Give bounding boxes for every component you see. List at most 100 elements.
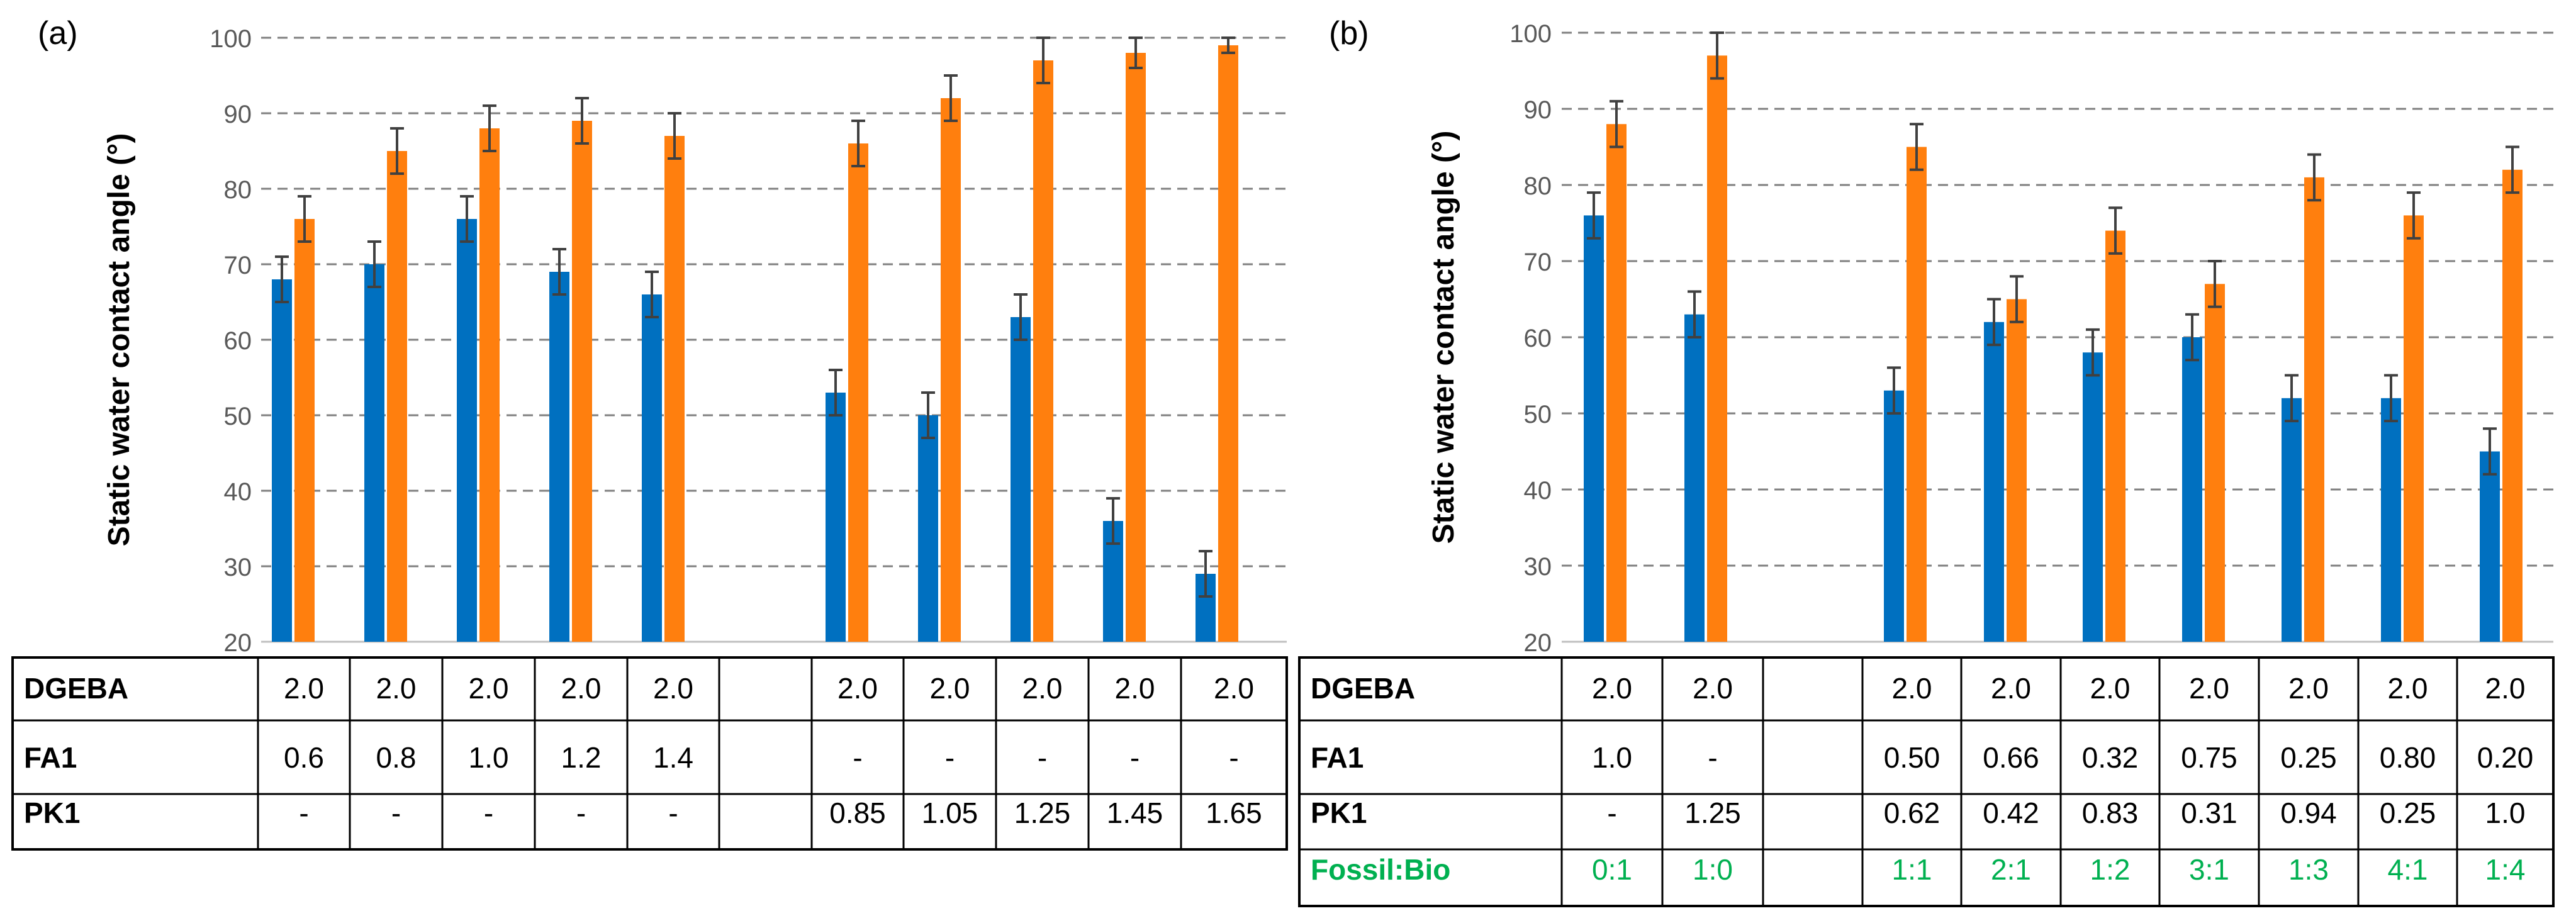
table-cell: 2.0 — [1991, 672, 2031, 705]
bar-orange — [1907, 147, 1927, 642]
table-cell: 2.0 — [469, 672, 509, 705]
bar-orange — [1033, 60, 1053, 642]
table-cell: 2.0 — [2189, 672, 2229, 705]
y-tick-label: 70 — [224, 252, 252, 279]
y-tick-label: 100 — [210, 25, 252, 53]
table-cell: 0.80 — [2380, 741, 2436, 774]
table-cell: 2.0 — [930, 672, 970, 705]
table-cell: 1.45 — [1107, 797, 1163, 829]
y-tick-label: 30 — [224, 554, 252, 581]
table-row-label: Fossil:Bio — [1311, 853, 1450, 886]
table-cell: 1.65 — [1206, 797, 1262, 829]
panel-b: (b) Static water contact angle (°) 20 30 40 5… — [1298, 15, 2555, 907]
y-tick-label: 20 — [1524, 629, 1552, 657]
table-cell: 2.0 — [2485, 672, 2526, 705]
y-tick-label: 40 — [224, 478, 252, 506]
bar-blue — [1684, 314, 1705, 642]
table-cell: 2.0 — [1892, 672, 1932, 705]
table-cell: - — [576, 797, 586, 829]
y-tick-label: 60 — [224, 327, 252, 355]
panel-label: (a) — [38, 15, 78, 52]
table-cell: 2.0 — [1592, 672, 1632, 705]
bar-orange — [2404, 215, 2424, 642]
table-cell: 1.4 — [653, 741, 693, 774]
bar-blue — [2282, 398, 2302, 642]
table-cell: 0.32 — [2082, 741, 2139, 774]
panel-label: (b) — [1329, 15, 1369, 52]
table-cell: 1.2 — [561, 741, 602, 774]
table-cell: 1.25 — [1684, 797, 1741, 829]
table-cell: - — [484, 797, 493, 829]
bar-orange — [1218, 45, 1238, 642]
table-cell: 2.0 — [2388, 672, 2428, 705]
table-cell: 2.0 — [561, 672, 602, 705]
y-tick-label: 80 — [224, 176, 252, 204]
composition-table: DGEBA 2.0 2.0 2.0 2.0 2.0 2.0 2.0 2.0 2.0 FA1 1.0 - 0… — [1298, 656, 2555, 907]
bar-blue — [826, 393, 846, 642]
table-cell: - — [853, 741, 862, 774]
table-cell: 2.0 — [653, 672, 693, 705]
bar-orange — [479, 128, 500, 642]
bar-orange — [1606, 124, 1627, 642]
table-cell: 0.31 — [2181, 797, 2237, 829]
bar-blue — [2381, 398, 2401, 642]
table-cell: 4:1 — [2388, 853, 2428, 886]
table-cell: 0.75 — [2181, 741, 2237, 774]
y-tick-label: 80 — [1524, 172, 1552, 200]
bar-blue — [1584, 215, 1604, 642]
bar-blue — [2182, 337, 2202, 642]
table-cell: 0.50 — [1884, 741, 1940, 774]
bar-orange — [2502, 169, 2523, 642]
table-cell: 1.0 — [2485, 797, 2526, 829]
table-cell: - — [1130, 741, 1140, 774]
table-cell: 0.66 — [1983, 741, 2039, 774]
bar-orange — [1707, 55, 1727, 642]
table-cell: 0:1 — [1592, 853, 1632, 886]
table-cell: 2.0 — [1693, 672, 1733, 705]
bar-blue — [549, 272, 569, 642]
table-cell: 2.0 — [376, 672, 417, 705]
bar-blue — [1884, 390, 1904, 642]
bar-orange — [2205, 284, 2225, 642]
bar-blue — [1011, 317, 1031, 642]
table-cell: 0.85 — [829, 797, 886, 829]
panel-a: (a) Static water contact angle (°) 20 30 40 5… — [11, 15, 1288, 851]
y-tick-label: 20 — [224, 629, 252, 657]
table-cell: 1:0 — [1693, 853, 1733, 886]
y-tick-label: 50 — [224, 403, 252, 430]
bar-orange — [387, 151, 407, 642]
table-cell: 2.0 — [1022, 672, 1063, 705]
table-cell: 0.83 — [2082, 797, 2139, 829]
bar-orange — [2105, 230, 2125, 642]
table-cell: 1:2 — [2090, 853, 2131, 886]
table-cell: 0.25 — [2280, 741, 2337, 774]
bar-orange — [2304, 177, 2324, 642]
table-border — [11, 656, 1288, 851]
table-cell: 1.25 — [1014, 797, 1071, 829]
table-cell: 2.0 — [837, 672, 878, 705]
table-cell: - — [1708, 741, 1717, 774]
bar-orange — [294, 219, 315, 642]
table-cell: 2.0 — [2288, 672, 2329, 705]
y-tick-label: 90 — [1524, 96, 1552, 124]
table-cell: - — [1229, 741, 1238, 774]
bar-blue — [364, 264, 384, 642]
table-cell: 0.20 — [2477, 741, 2534, 774]
table-cell: - — [945, 741, 955, 774]
bar-blue — [272, 279, 292, 642]
y-tick-label: 60 — [1524, 325, 1552, 352]
y-tick-label: 30 — [1524, 553, 1552, 581]
bar-orange — [664, 136, 685, 642]
table-row-label: FA1 — [24, 741, 77, 774]
table-cell: 0.62 — [1884, 797, 1940, 829]
y-axis-label: Static water contact angle (°) — [103, 133, 136, 547]
bar-blue — [918, 415, 938, 642]
bar-orange — [2007, 299, 2027, 642]
table-cell: - — [391, 797, 401, 829]
table-cell: 3:1 — [2189, 853, 2229, 886]
table-cell: - — [1038, 741, 1047, 774]
table-row-label: FA1 — [1311, 741, 1364, 774]
y-axis-label: Static water contact angle (°) — [1427, 131, 1460, 544]
table-cell: 2.0 — [284, 672, 324, 705]
